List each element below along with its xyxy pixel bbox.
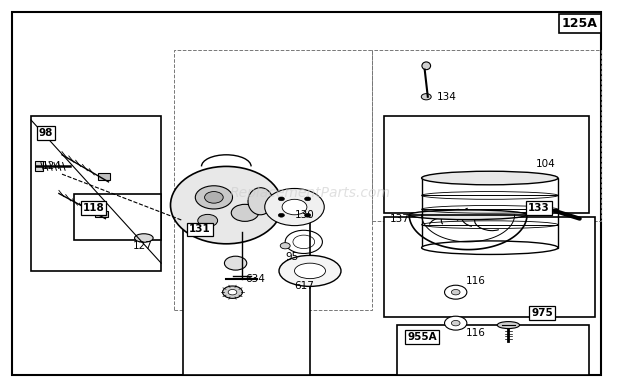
Bar [95,211,108,217]
Text: 124: 124 [42,161,62,171]
Circle shape [282,199,307,215]
Circle shape [265,188,324,226]
Circle shape [280,243,290,249]
Text: 125A: 125A [562,17,598,30]
Circle shape [278,213,285,217]
Bar [422,178,558,248]
Circle shape [223,286,242,298]
Text: 95: 95 [285,252,298,262]
Circle shape [195,186,232,209]
Circle shape [278,197,285,201]
Text: 634: 634 [245,274,265,284]
Bar [31,116,161,271]
Circle shape [304,213,311,217]
Bar [384,116,589,213]
Circle shape [228,289,237,295]
Text: 98: 98 [38,128,53,138]
Ellipse shape [497,322,520,329]
Ellipse shape [422,171,558,185]
Circle shape [445,285,467,299]
Circle shape [445,316,467,330]
Ellipse shape [135,234,153,242]
Circle shape [304,197,311,201]
Text: 127: 127 [133,241,153,251]
Text: 134: 134 [437,92,457,102]
Text: 116: 116 [466,276,486,286]
Text: 137: 137 [389,214,409,224]
Circle shape [198,214,218,227]
Text: 104: 104 [536,159,556,170]
Text: 118: 118 [82,203,104,213]
Ellipse shape [279,255,341,286]
Ellipse shape [248,188,273,215]
Text: 130: 130 [294,210,314,220]
Circle shape [232,223,251,234]
Circle shape [236,211,247,218]
Circle shape [422,94,432,100]
FancyBboxPatch shape [35,161,43,171]
Bar [372,50,601,221]
Ellipse shape [294,263,326,279]
Text: 975: 975 [531,308,553,318]
Text: 116: 116 [466,328,486,338]
Ellipse shape [422,241,558,255]
Text: 617: 617 [294,281,314,291]
Text: 131: 131 [189,224,211,235]
Text: 133: 133 [528,203,550,213]
Bar [174,50,372,310]
Ellipse shape [409,210,527,220]
Text: 955A: 955A [407,332,437,342]
Circle shape [224,256,247,270]
Text: ReplacementParts.com: ReplacementParts.com [229,187,391,200]
Ellipse shape [422,62,430,70]
Bar [98,173,110,180]
Bar [384,217,595,317]
Circle shape [205,192,223,203]
Ellipse shape [170,166,282,244]
Bar [74,194,161,240]
Bar [397,325,589,375]
Circle shape [451,289,460,295]
Circle shape [451,320,460,326]
Circle shape [231,204,259,221]
Bar [183,213,310,375]
